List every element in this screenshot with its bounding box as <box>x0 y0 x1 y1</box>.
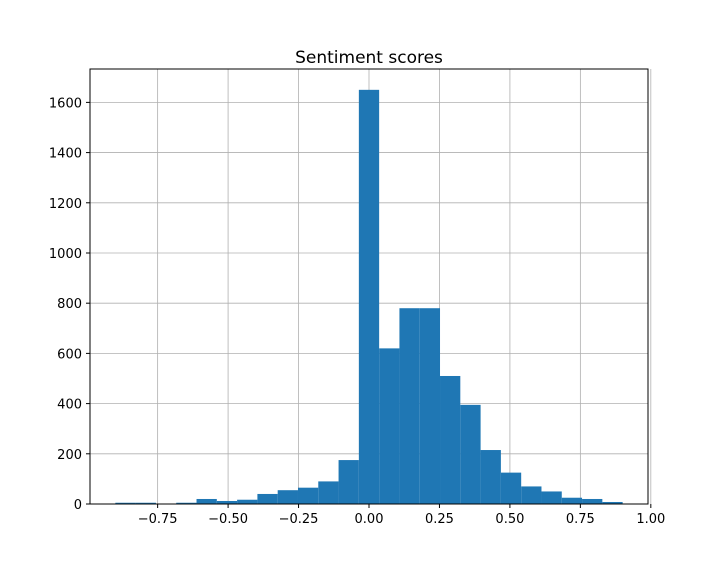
bar <box>196 498 217 504</box>
x-tick-label: −0.25 <box>279 512 319 527</box>
bar <box>297 487 319 504</box>
y-tick-label: 1200 <box>49 197 82 212</box>
bar <box>561 497 583 504</box>
x-tick-label: 0.00 <box>355 512 384 527</box>
x-tick-label: −0.75 <box>138 512 178 527</box>
bar <box>115 502 136 504</box>
bar <box>521 486 542 504</box>
plot-frame <box>89 68 649 505</box>
bar <box>419 308 441 504</box>
y-tick-label: 200 <box>57 448 82 463</box>
bar <box>480 450 501 504</box>
x-tick-label: 0.50 <box>495 512 524 527</box>
bar <box>237 499 258 504</box>
bar <box>500 472 522 504</box>
y-tick-label: 0 <box>74 498 82 513</box>
x-tick-label: 0.75 <box>566 512 595 527</box>
bar <box>358 89 380 505</box>
y-tick-label: 1400 <box>49 147 82 162</box>
y-tick-label: 1600 <box>49 96 82 111</box>
x-tick-label: 0.25 <box>425 512 454 527</box>
bar <box>338 460 359 504</box>
chart-title: Sentiment scores <box>295 48 443 68</box>
bar <box>277 490 298 504</box>
x-tick-label: 1.00 <box>636 512 665 527</box>
bar <box>379 348 400 504</box>
bar <box>257 493 278 504</box>
bar <box>176 502 197 504</box>
y-tick-label: 800 <box>57 297 82 312</box>
bar <box>135 502 156 504</box>
bar <box>602 501 623 504</box>
bar <box>582 498 603 504</box>
bar <box>318 481 339 504</box>
x-tick-label: −0.50 <box>208 512 248 527</box>
bar <box>440 375 461 504</box>
bar <box>216 500 238 504</box>
bar <box>399 308 420 504</box>
y-tick-label: 400 <box>57 398 82 413</box>
bar <box>460 404 481 504</box>
y-tick-label: 600 <box>57 347 82 362</box>
bar <box>541 491 562 504</box>
y-tick-label: 1000 <box>49 247 82 262</box>
